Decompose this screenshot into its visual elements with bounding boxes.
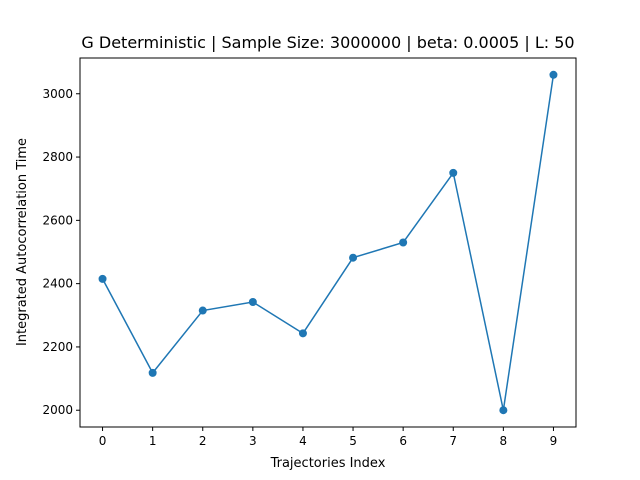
y-tick-label: 2600 <box>42 213 73 227</box>
x-tick-label: 5 <box>349 434 357 448</box>
data-point <box>449 168 458 177</box>
y-tick-label: 3000 <box>42 87 73 101</box>
x-tick-label: 0 <box>99 434 107 448</box>
x-tick-label: 4 <box>299 434 307 448</box>
data-point <box>349 253 358 262</box>
y-axis-label: Integrated Autocorrelation Time <box>15 138 30 346</box>
x-axis-label: Trajectories Index <box>270 456 386 471</box>
plot-area <box>98 70 558 415</box>
data-point <box>198 306 207 315</box>
x-tick-label: 8 <box>500 434 508 448</box>
series-line <box>101 74 555 411</box>
x-tick-label: 2 <box>199 434 207 448</box>
y-tick-label: 2200 <box>42 340 73 354</box>
data-point <box>148 368 157 377</box>
y-tick-label: 2000 <box>42 403 73 417</box>
data-point <box>549 70 558 79</box>
data-point <box>248 298 257 306</box>
x-tick-label: 9 <box>550 434 558 448</box>
x-tick-label: 1 <box>149 434 157 448</box>
x-tick-label: 7 <box>449 434 457 448</box>
data-point <box>98 274 107 283</box>
y-tick-label: 2400 <box>42 277 73 291</box>
data-point <box>399 238 408 247</box>
data-point <box>499 406 508 415</box>
data-point <box>298 329 307 338</box>
y-tick-label: 2800 <box>42 150 73 164</box>
x-tick-label: 3 <box>249 434 257 448</box>
chart-title: G Deterministic | Sample Size: 3000000 |… <box>81 33 574 52</box>
x-tick-label: 6 <box>399 434 407 448</box>
axes-frame <box>79 57 577 428</box>
